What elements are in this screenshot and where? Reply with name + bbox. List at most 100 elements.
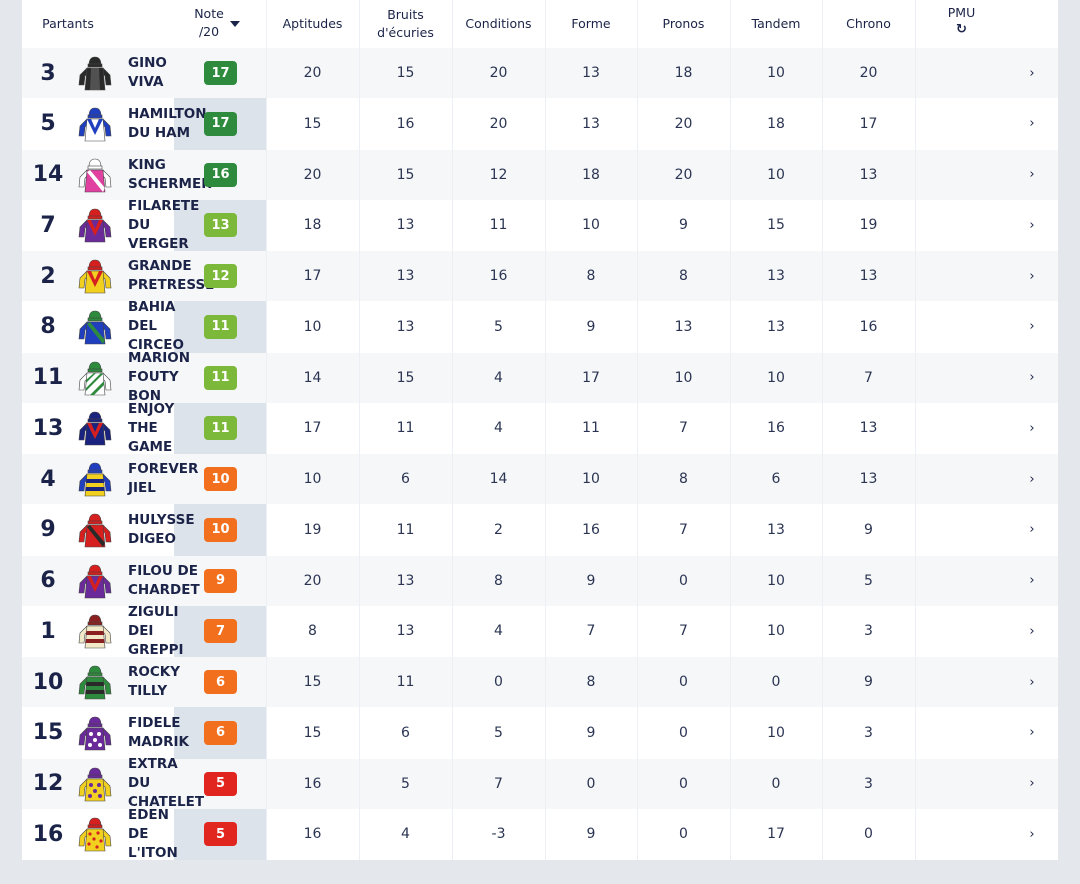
horse-name-link[interactable]: FILOU DE CHARDET: [128, 562, 200, 598]
chevron-right-icon[interactable]: ›: [1029, 268, 1035, 284]
aptitudes-cell: 14: [303, 369, 322, 386]
jockey-silk-icon: [78, 767, 112, 801]
note-badge: 11: [204, 416, 237, 441]
note-badge: 11: [204, 314, 237, 339]
jockey-silk-icon: [78, 259, 112, 294]
header-partants[interactable]: Partants: [22, 0, 114, 48]
table-row[interactable]: 1 ZIGULI DEI GREPPI 7 8 13 4 7 7 10 3 ›: [22, 603, 1058, 658]
forme-cell: 11: [582, 420, 600, 437]
header-bruits[interactable]: Bruits d'écuries: [359, 0, 452, 48]
header-bruits-line1: Bruits: [387, 7, 424, 22]
forme-cell: 8: [586, 268, 596, 284]
table-row[interactable]: 3 GINO VIVA 17 20 15 20 13 18 10 20 ›: [22, 48, 1058, 98]
horse-name-link[interactable]: ZIGULI DEI GREPPI: [128, 603, 184, 658]
table-row[interactable]: 12 EXTRA DU CHATELET 5 16 5 7 0 0 0 3 ›: [22, 756, 1058, 810]
note-badge: 5: [204, 822, 237, 847]
table-row[interactable]: 10 ROCKY TILLY 6 15 11 0 8 0 0 9 ›: [22, 657, 1058, 707]
table-row[interactable]: 15 FIDELE MADRIK 6 15 6 5 9 0 10 3 ›: [22, 708, 1058, 758]
conditions-cell: 20: [489, 65, 508, 81]
header-partants-label: Partants: [42, 16, 94, 31]
chevron-right-icon[interactable]: ›: [1029, 674, 1035, 690]
chrono-cell: 19: [859, 217, 878, 234]
chevron-right-icon[interactable]: ›: [1029, 217, 1035, 233]
chevron-right-icon[interactable]: ›: [1029, 826, 1035, 842]
horse-name-link[interactable]: KING SCHERMER: [128, 156, 212, 192]
bruits-cell: 11: [396, 420, 415, 437]
chrono-cell: 9: [864, 521, 873, 538]
chevron-right-icon[interactable]: ›: [1029, 776, 1035, 791]
note-badge: 12: [204, 264, 237, 288]
horse-name-link[interactable]: EXTRA DU CHATELET: [128, 756, 205, 810]
header-pronos[interactable]: Pronos: [637, 0, 730, 48]
chrono-cell: 17: [859, 115, 878, 132]
header-conditions[interactable]: Conditions: [452, 0, 545, 48]
horse-name-link[interactable]: FIDELE MADRIK: [128, 714, 189, 750]
horse-name-link[interactable]: HAMILTON DU HAM: [128, 105, 207, 141]
conditions-cell: 5: [494, 724, 503, 741]
header-tandem[interactable]: Tandem: [730, 0, 822, 48]
header-note-sort[interactable]: Note /20: [174, 0, 266, 48]
horse-number: 8: [40, 314, 56, 340]
header-forme[interactable]: Forme: [545, 0, 637, 48]
forme-cell: 9: [586, 826, 596, 843]
table-row[interactable]: 7 FILARETE DU VERGER 13 18 13 11 10 9 15 19 ›: [22, 197, 1058, 252]
table-row[interactable]: 11 MARION FOUTY BON 11 14 15 4 17 10 10 7 ›: [22, 350, 1058, 404]
table-row[interactable]: 9 HULYSSE DIGEO 10 19 11 2 16 7 13 9 ›: [22, 505, 1058, 555]
horse-name-link[interactable]: FILARETE DU VERGER: [128, 197, 200, 252]
table-row[interactable]: 4 FOREVER JIEL 10 10 6 14 10 8 6 13 ›: [22, 454, 1058, 504]
forme-cell: 18: [582, 166, 600, 183]
horse-name-link[interactable]: ROCKY TILLY: [128, 664, 181, 699]
chevron-right-icon[interactable]: ›: [1029, 65, 1035, 81]
bruits-cell: 6: [401, 471, 410, 487]
horse-name-link[interactable]: HULYSSE DIGEO: [128, 511, 195, 547]
table-row[interactable]: 14 KING SCHERMER 16 20 15 12 18 20 10 13 ›: [22, 149, 1058, 200]
horse-number: 6: [40, 568, 56, 593]
chevron-right-icon[interactable]: ›: [1029, 623, 1035, 639]
note-badge: 9: [204, 568, 237, 593]
header-aptitudes[interactable]: Aptitudes: [266, 0, 359, 48]
jockey-silk-icon: [78, 107, 112, 142]
table-row[interactable]: 5 HAMILTON DU HAM 17 15 16 20 13 20 18 17 ›: [22, 99, 1058, 149]
horse-number: 14: [32, 162, 64, 187]
horse-name-link[interactable]: GINO VIVA: [128, 55, 167, 90]
aptitudes-cell: 8: [308, 623, 317, 640]
table-row[interactable]: 16 EDEN DE L'ITON 5 16 4 -3 9 0 17 0 ›: [22, 806, 1058, 861]
horse-number: 4: [40, 466, 56, 492]
aptitudes-cell: 16: [303, 826, 322, 843]
horse-name-link[interactable]: GRANDE PRETRESSE: [128, 258, 215, 293]
note-badge: 13: [204, 213, 237, 238]
tandem-cell: 6: [771, 471, 781, 487]
horse-name-link[interactable]: MARION FOUTY BON: [128, 350, 191, 404]
horse-name-link[interactable]: FOREVER JIEL: [128, 461, 199, 496]
pronos-cell: 0: [679, 826, 688, 843]
chevron-right-icon[interactable]: ›: [1029, 573, 1035, 588]
horse-number: 3: [40, 60, 56, 86]
chevron-right-icon[interactable]: ›: [1029, 116, 1035, 132]
pronos-cell: 7: [679, 623, 688, 640]
table-row[interactable]: 2 GRANDE PRETRESSE 12 17 13 16 8 8 13 13 ›: [22, 251, 1058, 301]
header-forme-label: Forme: [571, 16, 611, 31]
horse-name-link[interactable]: EDEN DE L'ITON: [128, 806, 178, 861]
header-chrono[interactable]: Chrono: [822, 0, 915, 48]
horse-name-link[interactable]: ENJOY THE GAME: [128, 400, 175, 455]
forme-cell: 9: [586, 724, 596, 741]
horse-name-link[interactable]: BAHIA DEL CIRCEO: [128, 299, 184, 354]
note-badge: 10: [204, 517, 237, 542]
table-row[interactable]: 8 BAHIA DEL CIRCEO 11 10 13 5 9 13 13 16 ›: [22, 299, 1058, 354]
chevron-right-icon[interactable]: ›: [1029, 420, 1035, 436]
header-pmu[interactable]: PMU ↻: [915, 0, 1008, 48]
conditions-cell: 4: [494, 369, 503, 386]
chevron-right-icon[interactable]: ›: [1029, 370, 1035, 385]
chevron-right-icon[interactable]: ›: [1029, 167, 1035, 182]
table-row[interactable]: 6 FILOU DE CHARDET 9 20 13 8 9 0 10 5 ›: [22, 555, 1058, 606]
table-row[interactable]: 13 ENJOY THE GAME 11 17 11 4 11 7 16 13 ›: [22, 400, 1058, 455]
conditions-cell: 16: [489, 268, 508, 284]
chevron-right-icon[interactable]: ›: [1029, 319, 1035, 335]
chevron-right-icon[interactable]: ›: [1029, 522, 1035, 538]
conditions-cell: 20: [489, 115, 508, 132]
jockey-silk-icon: [78, 411, 112, 446]
chevron-right-icon[interactable]: ›: [1029, 471, 1035, 487]
chevron-right-icon[interactable]: ›: [1029, 725, 1035, 741]
bruits-cell: 15: [396, 65, 415, 81]
refresh-icon[interactable]: ↻: [956, 22, 967, 37]
